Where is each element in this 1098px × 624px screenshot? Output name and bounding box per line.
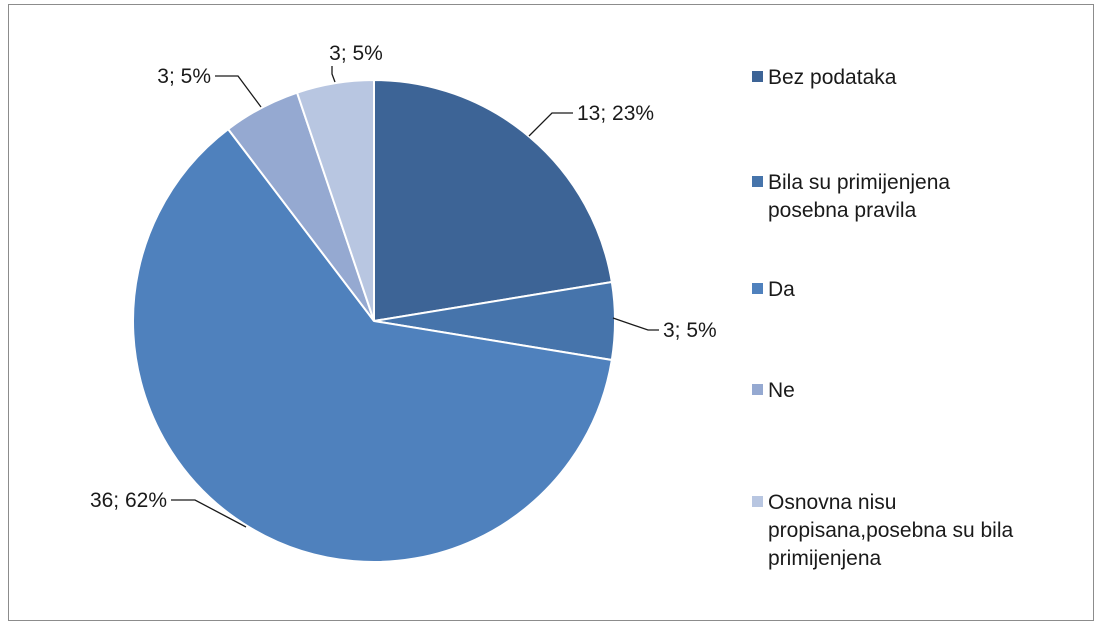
legend: Bez podataka Bila su primijenjena posebna …	[752, 66, 1014, 570]
legend-label-bila-su-primijenjena-posebna-pravila-line-2: posebna pravila	[768, 199, 917, 222]
legend-item-da: Da	[752, 278, 795, 301]
data-label-osnovna-nisu-propisana-posebna-su-bila-primijenjena: 3; 5%	[329, 42, 383, 65]
legend-item-ne: Ne	[752, 379, 795, 402]
data-label-bez-podataka: 13; 23%	[577, 102, 654, 125]
data-label-bila-su-primijenjena-posebna-pravila: 3; 5%	[663, 319, 717, 342]
legend-label-da-line-1: Da	[768, 278, 795, 301]
pie-slices	[132, 78, 616, 563]
legend-swatch-osnovna-nisu-propisana-posebna-su-bila-primijenjena	[752, 496, 763, 507]
legend-swatch-bez-podataka	[752, 71, 763, 82]
leader-line-ne	[215, 75, 262, 108]
legend-swatch-ne	[752, 384, 763, 395]
legend-label-bila-su-primijenjena-posebna-pravila-line-1: Bila su primijenjena	[768, 171, 950, 194]
legend-swatch-bila-su-primijenjena-posebna-pravila	[752, 176, 763, 187]
leader-line-bez-podataka	[528, 112, 573, 137]
pie-slice-osnovna-nisu-propisana-posebna-su-bila-primijenjena	[295, 78, 375, 322]
leader-line-osnovna-nisu-propisana-posebna-su-bila-primijenjena	[331, 66, 336, 83]
pie-slice-da	[132, 127, 613, 563]
data-labels: 13; 23% 3; 5% 36; 62% 3; 5% 3; 5%	[90, 42, 717, 512]
legend-label-ne-line-1: Ne	[768, 379, 795, 402]
data-label-da: 36; 62%	[90, 489, 167, 512]
legend-label-osnovna-nisu-propisana-posebna-su-bila-primijenjena-line-1: Osnovna nisu	[768, 491, 896, 514]
legend-label-bez-podataka-line-1: Bez podataka	[768, 66, 897, 89]
legend-label-osnovna-nisu-propisana-posebna-su-bila-primijenjena-line-2: propisana,posebna su bila	[768, 519, 1014, 542]
leader-line-bila-su-primijenjena-posebna-pravila	[612, 317, 659, 331]
legend-item-osnovna-nisu-propisana-posebna-su-bila-primijenjena: Osnovna nisu propisana,posebna su bila pri…	[752, 491, 1014, 570]
leader-line-da	[171, 499, 247, 528]
legend-item-bila-su-primijenjena-posebna-pravila: Bila su primijenjena posebna pravila	[752, 171, 950, 222]
data-label-ne: 3; 5%	[157, 65, 211, 88]
pie-slice-bez-podataka	[373, 78, 613, 323]
legend-label-osnovna-nisu-propisana-posebna-su-bila-primijenjena-line-3: primijenjena	[768, 547, 882, 570]
leader-lines	[171, 66, 659, 528]
legend-swatch-da	[752, 283, 763, 294]
legend-item-bez-podataka: Bez podataka	[752, 66, 897, 89]
